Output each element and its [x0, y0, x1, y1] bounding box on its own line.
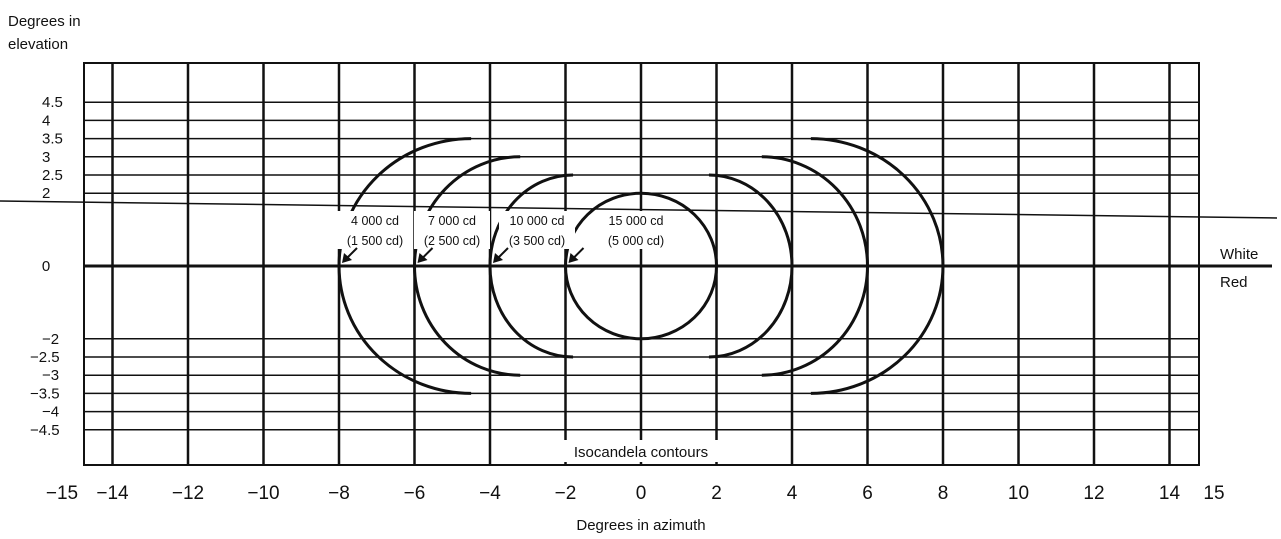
contour-arc-c7000-left — [413, 155, 521, 377]
contour-arrowhead — [342, 253, 352, 263]
inclined-reference-line — [0, 200, 1278, 219]
contour-label-background — [499, 211, 575, 249]
y-tick-label: 3 — [42, 149, 50, 166]
contour-label-secondary: (3 500 cd) — [509, 234, 565, 248]
y-tick-label: −2.5 — [30, 349, 60, 366]
y-tick-labels: 4.54 3.532.52 0 −2−2.5−3−3.5 −4−4.5 — [30, 94, 63, 439]
x-tick-label: 12 — [1083, 483, 1104, 504]
contour-arrowhead — [568, 253, 579, 263]
x-tick-label: 0 — [636, 483, 647, 504]
x-tick-label: −15 — [46, 483, 78, 504]
contour-label-primary: 7 000 cd — [428, 214, 476, 228]
x-axis-title: Degrees in azimuth — [576, 517, 705, 534]
contour-arc-c7000-right — [761, 155, 869, 377]
contour-label-background — [414, 211, 490, 249]
caption: Isocandela contours — [574, 444, 708, 461]
x-tick-label: 6 — [862, 483, 873, 504]
grid — [83, 62, 1272, 466]
contour-arrowhead — [493, 253, 503, 263]
y-tick-label: 4.5 — [42, 94, 63, 111]
x-tick-label: −6 — [404, 483, 426, 504]
x-tick-label: 15 — [1203, 483, 1224, 504]
y-tick-label: 3.5 — [42, 131, 63, 148]
white-label: White — [1220, 246, 1258, 263]
x-tick-label: −8 — [328, 483, 350, 504]
contour-label-secondary: (1 500 cd) — [347, 234, 403, 248]
x-tick-label: 14 — [1159, 483, 1181, 504]
contour-label-secondary: (5 000 cd) — [608, 234, 664, 248]
contour-labels: 4 000 cd (1 500 cd) 7 000 cd (2 500 cd) 10 0… — [337, 211, 674, 263]
contour-arcs — [337, 137, 945, 395]
y-tick-label: −3 — [42, 367, 59, 384]
contour-label-secondary: (2 500 cd) — [424, 234, 480, 248]
y-tick-label: 2 — [42, 185, 50, 202]
contour-label-primary: 4 000 cd — [351, 214, 399, 228]
contour-label-background — [598, 211, 674, 249]
contour-arc-c10000-left — [488, 173, 574, 359]
x-tick-label: −4 — [479, 483, 501, 504]
y-tick-label: 0 — [42, 258, 50, 275]
x-tick-label: −14 — [96, 483, 129, 504]
x-tick-label: 2 — [711, 483, 722, 504]
y-axis-title-line2: elevation — [8, 36, 68, 53]
x-tick-label: −2 — [555, 483, 577, 504]
y-tick-label: 4 — [42, 112, 50, 129]
x-tick-label: 10 — [1008, 483, 1029, 504]
contour-label-primary: 15 000 cd — [609, 214, 664, 228]
y-axis-title-line1: Degrees in — [8, 13, 81, 30]
contour-arc-c15000 — [564, 191, 718, 341]
contour-arc-c4000-right — [810, 137, 945, 395]
caption-background — [556, 440, 724, 462]
y-tick-label: −3.5 — [30, 385, 60, 402]
x-tick-labels: −15 −14 −12 −10 −8 −6 −4 −2 0 2 4 6 8 10 12 14 15 — [46, 483, 1225, 504]
contour-label-primary: 10 000 cd — [510, 214, 565, 228]
contour-arc-c4000-left — [337, 137, 472, 395]
x-tick-label: −10 — [247, 483, 279, 504]
y-tick-label: −4.5 — [30, 422, 60, 439]
x-tick-label: 8 — [938, 483, 949, 504]
x-tick-label: −12 — [172, 483, 204, 504]
x-tick-label: 4 — [787, 483, 798, 504]
contour-arrowhead — [417, 253, 428, 263]
contour-arc-c10000-right — [708, 173, 794, 359]
y-tick-label: −4 — [42, 404, 59, 421]
y-tick-label: −2 — [42, 331, 59, 348]
red-label: Red — [1220, 274, 1248, 291]
contour-label-background — [337, 211, 413, 249]
y-tick-label: 2.5 — [42, 167, 63, 184]
